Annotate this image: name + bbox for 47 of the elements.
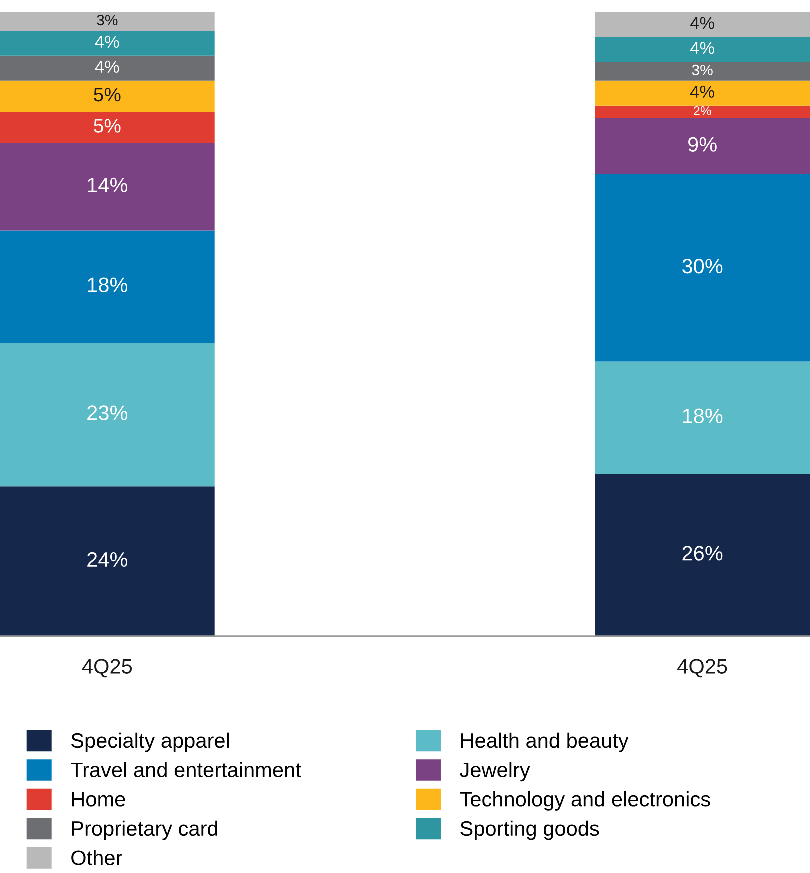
bar: [0, 80, 215, 112]
bar: [595, 12, 810, 38]
bar: [595, 80, 810, 106]
data-label: 3%: [692, 64, 713, 76]
data-label: 14%: [88, 178, 128, 193]
data-label: 4%: [690, 86, 714, 98]
legend-label: Proprietary card: [72, 820, 218, 840]
bar: [0, 230, 215, 344]
bar: [595, 362, 810, 474]
legend-label: Travel and entertainment: [71, 762, 302, 778]
data-label: 23%: [88, 406, 128, 420]
bar: [0, 143, 215, 231]
data-label: 3%: [97, 14, 118, 26]
legend-label: Other: [72, 850, 122, 866]
legend-label: Jewelry: [460, 762, 530, 782]
bar: [0, 486, 215, 636]
data-label: 4%: [95, 60, 120, 73]
legend-label: Home: [72, 792, 126, 807]
bar: [595, 474, 810, 636]
data-label: 4%: [95, 36, 120, 48]
legend-label: Sporting goods: [460, 820, 600, 840]
bar: [0, 30, 215, 56]
data-label: 5%: [94, 88, 121, 102]
x-tick-label: 4Q25: [82, 659, 132, 678]
data-label: 24%: [88, 552, 128, 568]
legend-label: Specialty apparel: [72, 732, 230, 752]
bar: [0, 56, 215, 81]
data-label: 9%: [688, 137, 717, 152]
bar: [0, 343, 215, 487]
bar: [595, 174, 810, 362]
data-label: 5%: [94, 119, 121, 133]
data-label: 30%: [682, 258, 723, 274]
legend-label: Technology and electronics: [460, 792, 710, 811]
data-label: 4%: [690, 42, 714, 54]
bar: [595, 62, 810, 81]
data-label: 26%: [682, 546, 723, 561]
x-tick-label: 4Q25: [678, 659, 728, 678]
legend-label: Health and beauty: [461, 732, 629, 752]
data-label: 4%: [690, 17, 714, 30]
bar: [595, 118, 810, 175]
bar: [595, 106, 810, 118]
bar: [0, 12, 215, 31]
data-label: 18%: [683, 408, 723, 424]
bar: [595, 37, 810, 62]
data-label: 18%: [88, 278, 128, 292]
data-label: 2%: [694, 106, 712, 116]
bar: [0, 112, 215, 144]
